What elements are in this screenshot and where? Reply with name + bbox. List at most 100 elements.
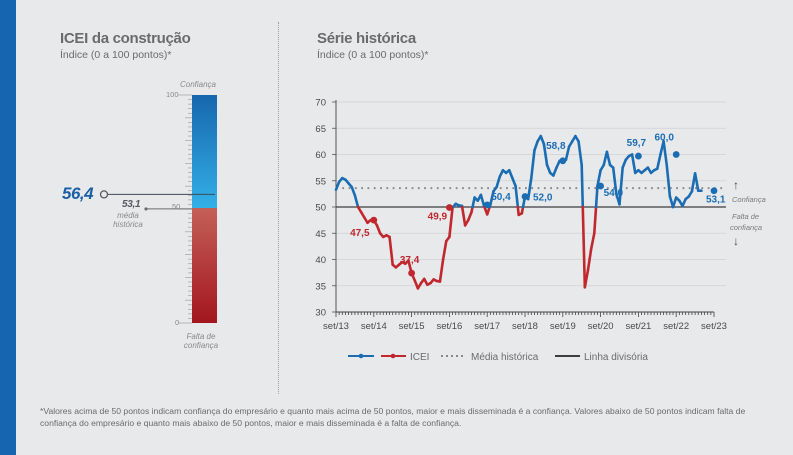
x-tick-label: set/14 bbox=[361, 321, 387, 332]
data-label-set-15: 37,4 bbox=[400, 255, 420, 266]
data-point-set-21 bbox=[635, 152, 642, 160]
legend-divider-label: Linha divisória bbox=[584, 352, 648, 363]
data-point-set-15 bbox=[408, 269, 415, 277]
data-point-set-22 bbox=[672, 151, 680, 158]
data-label-set-19: 58,8 bbox=[546, 141, 566, 152]
data-label-set-14: 47,5 bbox=[350, 228, 370, 239]
series-segment bbox=[630, 153, 637, 175]
data-label-set-17: 50,4 bbox=[491, 192, 511, 203]
data-point-set-17 bbox=[483, 201, 491, 209]
series-segment bbox=[353, 194, 360, 209]
data-point-set-19 bbox=[559, 157, 567, 165]
series-segment bbox=[495, 175, 502, 189]
x-tick-label: set/22 bbox=[663, 321, 689, 332]
y-tick-label: 35 bbox=[315, 281, 326, 292]
gauge-tick-50: 50 bbox=[172, 202, 181, 211]
series-segment bbox=[471, 196, 476, 209]
y-tick-label: 45 bbox=[315, 229, 326, 240]
side-label-no-confidence-2: confiança bbox=[730, 223, 762, 232]
y-tick-label: 70 bbox=[315, 98, 326, 109]
gauge-confidence-area bbox=[192, 95, 217, 208]
series-segment bbox=[594, 184, 599, 209]
x-tick-label: set/23 bbox=[701, 321, 727, 332]
series-segment bbox=[564, 145, 571, 162]
series-segment bbox=[580, 163, 585, 209]
series-segment bbox=[545, 163, 552, 175]
chart-subtitle: Índice (0 a 100 pontos)* bbox=[317, 49, 429, 61]
gauge-bottom-label-line2: confiança bbox=[183, 341, 219, 350]
gauge-tick-100: 100 bbox=[166, 90, 179, 99]
series-segment bbox=[605, 150, 612, 167]
gauge-subtitle: Índice (0 a 100 pontos)* bbox=[60, 49, 172, 61]
gauge-thermometer bbox=[99, 94, 217, 324]
series-segment bbox=[438, 258, 445, 283]
data-label-set-20: 54,0 bbox=[604, 188, 624, 199]
gauge-tick-0: 0 bbox=[175, 318, 180, 327]
series-segment bbox=[665, 163, 672, 198]
gauge-average-label-line2: histórica bbox=[113, 220, 143, 229]
x-tick-label: set/16 bbox=[436, 321, 462, 332]
data-label-set-23: 53,1 bbox=[706, 195, 726, 206]
series-segment bbox=[350, 185, 357, 197]
series-segment bbox=[577, 140, 584, 167]
side-arrow-down: ↓ bbox=[733, 234, 739, 248]
gauge-top-label: Confiança bbox=[179, 80, 217, 89]
series-segment bbox=[388, 235, 395, 267]
series-segment bbox=[526, 176, 533, 201]
gauge-average-marker bbox=[144, 207, 148, 211]
series-segment bbox=[511, 176, 517, 188]
legend-blue-dot bbox=[358, 353, 364, 359]
x-tick-label: set/18 bbox=[512, 321, 538, 332]
gauge-no-confidence-area bbox=[192, 208, 217, 323]
series-segment bbox=[533, 140, 539, 152]
data-point-set-18 bbox=[521, 193, 529, 200]
data-point-set-20 bbox=[597, 182, 604, 190]
side-label-confidence: Confiança bbox=[732, 195, 766, 204]
series-segment bbox=[655, 153, 662, 170]
series-segment bbox=[592, 205, 598, 235]
x-tick-label: set/21 bbox=[625, 321, 651, 332]
legend-average-label: Média histórica bbox=[471, 352, 539, 363]
side-arrow-up: ↑ bbox=[733, 178, 739, 192]
series-segment bbox=[529, 149, 536, 180]
data-label-set-16: 49,9 bbox=[428, 212, 448, 223]
series-segment bbox=[586, 247, 593, 272]
series-segment bbox=[581, 205, 587, 289]
series-segment bbox=[514, 184, 520, 209]
data-point-set-16 bbox=[446, 204, 453, 211]
series-segment bbox=[583, 268, 590, 289]
gauge-current-marker bbox=[99, 190, 109, 199]
gauge-current-value: 56,4 bbox=[62, 184, 94, 203]
series-segment bbox=[693, 172, 700, 193]
series-segment bbox=[507, 168, 514, 180]
series-segment bbox=[671, 196, 678, 209]
y-tick-label: 60 bbox=[315, 150, 326, 161]
series-segment bbox=[441, 239, 448, 261]
gauge-bottom-label: Falta de confiança bbox=[176, 332, 226, 350]
panel-divider bbox=[278, 22, 279, 394]
series-segment bbox=[539, 134, 546, 146]
data-point-set-14 bbox=[370, 216, 378, 224]
series-segment bbox=[489, 189, 495, 207]
series-segment bbox=[466, 210, 473, 222]
y-tick-label: 65 bbox=[315, 124, 326, 135]
side-accent-bar bbox=[0, 0, 16, 455]
line-chart: 30 35 40 45 50 55 60 65 70 set/13 set/14 set/15 set… bbox=[315, 98, 766, 364]
y-tick-label: 55 bbox=[315, 176, 326, 187]
series-segment bbox=[448, 206, 454, 239]
x-tick-label: set/13 bbox=[323, 321, 349, 332]
series-segment bbox=[589, 231, 596, 251]
series-segment bbox=[611, 166, 618, 196]
data-point-set-23 bbox=[710, 187, 718, 195]
series-segment bbox=[662, 140, 669, 167]
gauge-title: ICEI da construção bbox=[60, 30, 191, 47]
series-segment bbox=[542, 142, 549, 167]
series-segment bbox=[621, 158, 628, 169]
gauge-average-label-line1: média bbox=[117, 211, 139, 220]
series-segment bbox=[479, 193, 486, 208]
series-segment bbox=[596, 168, 602, 188]
chart-title: Série histórica bbox=[317, 30, 416, 47]
gauge-ticks bbox=[178, 94, 192, 324]
legend-red-dot bbox=[390, 353, 396, 359]
gauge-average-value: 53,1 bbox=[122, 199, 141, 210]
